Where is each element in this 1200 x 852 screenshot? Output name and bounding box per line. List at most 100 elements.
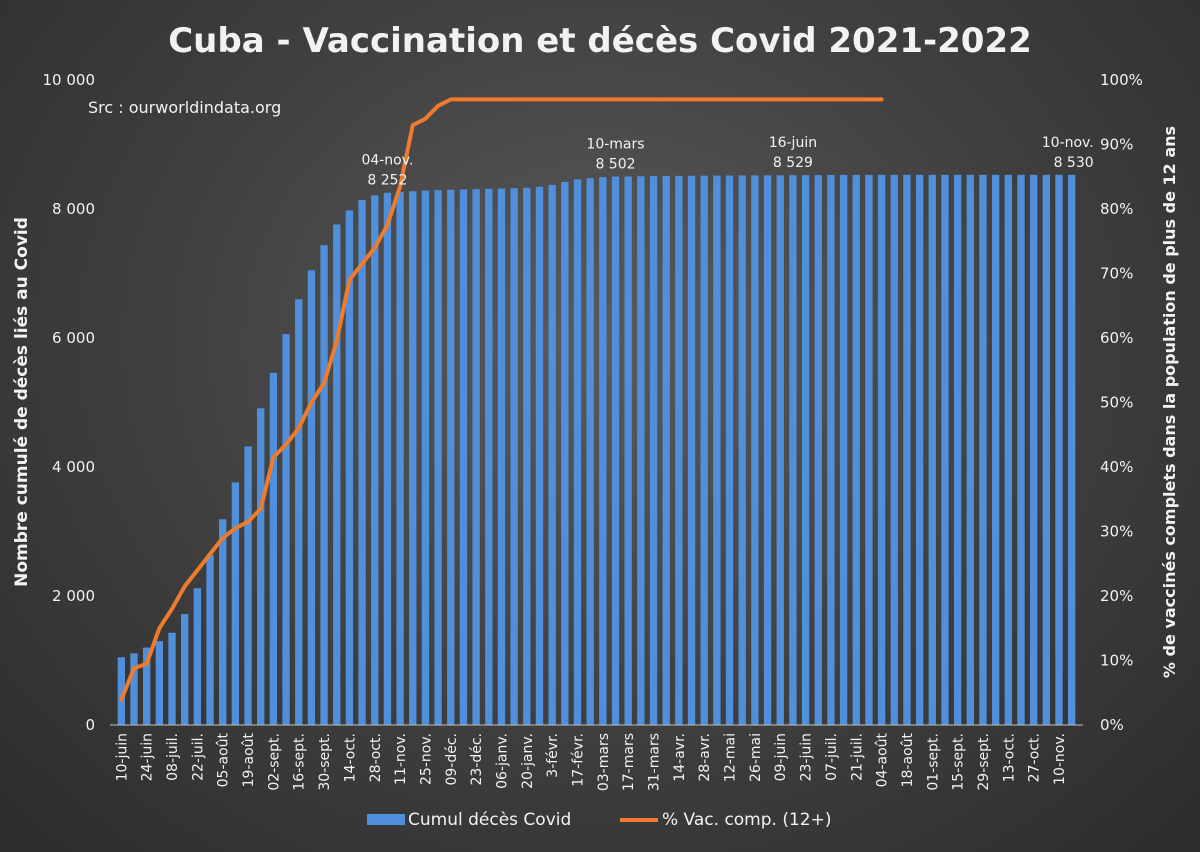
- point-vaccination: [791, 97, 795, 101]
- x-tick-label: 10-juin: [114, 733, 130, 781]
- point-vaccination: [690, 97, 693, 101]
- point-vaccination: [132, 666, 136, 670]
- legend-label-deaths: Cumul décès Covid: [408, 810, 571, 830]
- point-vaccination: [867, 97, 871, 101]
- bar-deaths: [193, 588, 202, 725]
- y2-tick-label: 40%: [1100, 458, 1133, 476]
- point-vaccination: [360, 262, 364, 266]
- bar-deaths: [751, 175, 759, 725]
- bar-deaths: [295, 299, 303, 725]
- y-tick-label: 2 000: [52, 587, 95, 605]
- point-vaccination: [183, 584, 187, 588]
- x-tick-label: 04-août: [875, 732, 891, 787]
- bar-deaths: [687, 175, 696, 726]
- bar-deaths: [497, 188, 506, 726]
- annotation-value: 8 530: [1054, 155, 1094, 171]
- x-tick-label: 12-mai: [723, 733, 739, 782]
- x-tick-label: 15-sept.: [951, 733, 967, 791]
- bar-deaths: [713, 175, 721, 726]
- point-vaccination: [423, 117, 427, 121]
- x-tick-label: 09-déc.: [444, 733, 460, 786]
- bar-deaths: [206, 554, 214, 725]
- bar-deaths: [700, 175, 708, 725]
- bar-deaths: [358, 199, 366, 726]
- x-tick-label: 08-juil.: [165, 733, 181, 781]
- point-vaccination: [436, 104, 440, 108]
- x-tick-label: 11-nov.: [393, 733, 409, 785]
- annotation-value: 8 529: [773, 155, 813, 171]
- x-tick-label: 19-août: [241, 732, 257, 787]
- bar-deaths: [865, 174, 873, 725]
- y-tick-label: 6 000: [52, 329, 95, 347]
- annotation-date: 10-mars: [586, 137, 644, 153]
- bar-deaths: [624, 176, 632, 725]
- point-vaccination: [740, 97, 744, 101]
- bar-deaths: [941, 174, 949, 725]
- point-vaccination: [778, 97, 782, 101]
- x-tick-label: 10-nov.: [1052, 733, 1068, 785]
- point-vaccination: [816, 97, 820, 101]
- bar-deaths: [1055, 174, 1063, 725]
- bar-deaths: [1067, 174, 1076, 725]
- point-vaccination: [208, 552, 212, 556]
- bar-deaths: [599, 177, 607, 725]
- bar-deaths: [903, 174, 911, 725]
- point-vaccination: [664, 97, 668, 101]
- bar-deaths: [915, 174, 924, 725]
- x-tick-label: 13-oct.: [1001, 733, 1017, 782]
- point-vaccination: [233, 526, 237, 530]
- point-vaccination: [335, 339, 339, 343]
- y2-tick-label: 0%: [1100, 716, 1124, 734]
- y-tick-label: 8 000: [52, 200, 95, 218]
- bar-deaths: [535, 186, 544, 725]
- bar-deaths: [827, 175, 835, 725]
- bar-deaths: [979, 174, 987, 725]
- point-vaccination: [119, 698, 123, 702]
- point-vaccination: [512, 97, 516, 101]
- bar-deaths: [421, 190, 430, 725]
- x-tick-label: 28-avr.: [697, 733, 713, 782]
- chart-title: Cuba - Vaccination et décès Covid 2021-2…: [168, 21, 1032, 61]
- y2-tick-label: 70%: [1100, 265, 1133, 283]
- annotation-value: 8 502: [595, 157, 635, 173]
- bar-deaths: [637, 176, 645, 726]
- bar-deaths: [776, 175, 784, 725]
- bar-deaths: [928, 174, 936, 725]
- bar-deaths: [561, 181, 569, 725]
- point-vaccination: [297, 426, 301, 430]
- point-vaccination: [652, 97, 655, 101]
- point-vaccination: [538, 97, 541, 101]
- point-vaccination: [322, 381, 326, 385]
- bar-deaths: [143, 647, 151, 725]
- bar-deaths: [383, 192, 392, 725]
- x-tick-label: 02-sept.: [266, 733, 282, 791]
- legend-swatch-deaths: [367, 814, 405, 825]
- bar-deaths: [1004, 174, 1012, 725]
- bar-deaths: [966, 174, 974, 725]
- bar-deaths: [269, 372, 278, 725]
- bar-deaths: [1017, 174, 1025, 725]
- point-vaccination: [601, 97, 605, 101]
- bar-deaths: [725, 175, 734, 725]
- x-tick-label: 25-nov.: [418, 733, 434, 785]
- bar-deaths: [130, 653, 138, 725]
- point-vaccination: [766, 97, 770, 101]
- point-vaccination: [157, 626, 161, 630]
- y2-tick-label: 90%: [1100, 136, 1133, 154]
- bar-deaths: [333, 224, 341, 726]
- point-vaccination: [639, 97, 643, 101]
- bar-deaths: [839, 174, 848, 725]
- x-tick-label: 28-oct.: [368, 733, 384, 782]
- bar-deaths: [320, 245, 328, 725]
- annotation-date: 04-nov.: [361, 153, 413, 169]
- point-vaccination: [563, 97, 567, 101]
- x-tick-label: 23-juin: [799, 733, 815, 781]
- bar-deaths: [852, 174, 860, 725]
- x-tick-label: 31-mars: [647, 733, 663, 791]
- bar-deaths: [181, 614, 189, 725]
- y2-tick-label: 10%: [1100, 652, 1133, 670]
- bar-deaths: [472, 189, 480, 725]
- source-note: Src : ourworldindata.org: [88, 98, 281, 117]
- y2-tick-label: 50%: [1100, 394, 1133, 412]
